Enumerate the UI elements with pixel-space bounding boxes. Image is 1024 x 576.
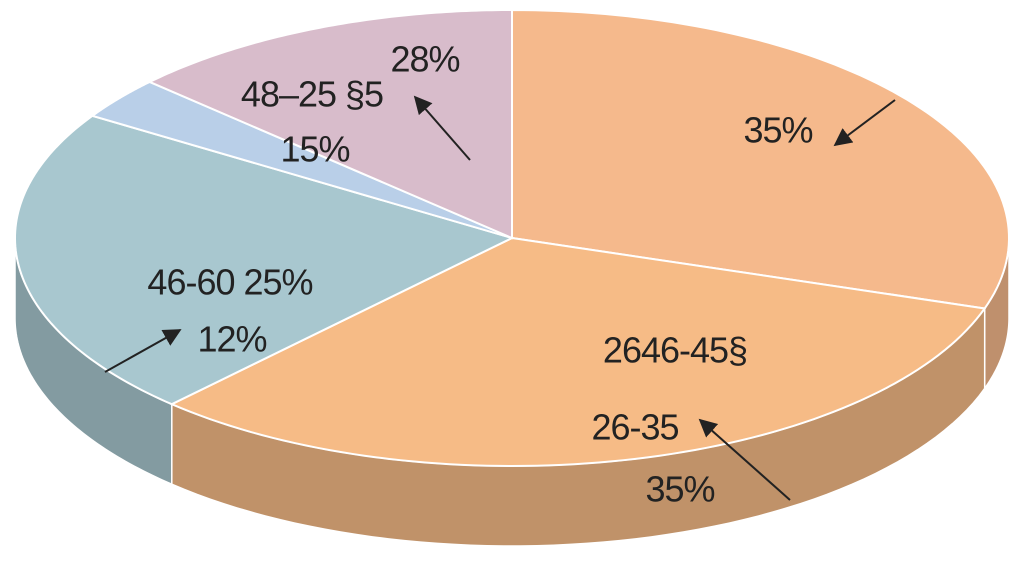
slice [147, 8, 513, 240]
slice [90, 80, 513, 239]
arrow [413, 95, 471, 161]
annotation: 26-35 [591, 407, 678, 448]
annotation: 46-60 25% [147, 262, 312, 303]
arrows [104, 95, 896, 501]
annotation: 28% [390, 39, 459, 80]
annotations: 28%48–25 §5 15% 35% 2646-45§ 26-35 35% 46-60 2… [147, 39, 813, 510]
annotation: 2646-45§ [603, 330, 747, 371]
arrow [833, 99, 896, 147]
annotation: 35% [743, 110, 812, 151]
annotation: 15% [280, 129, 349, 170]
annotation: 48–25 §5 [241, 74, 383, 115]
arrow [104, 329, 182, 373]
annotation: 12% [197, 319, 266, 360]
arrow [698, 418, 791, 501]
annotation: 35% [645, 469, 714, 510]
slice [169, 236, 987, 468]
slice [511, 8, 1010, 310]
slice [14, 114, 515, 406]
pie-tops [14, 8, 1010, 468]
